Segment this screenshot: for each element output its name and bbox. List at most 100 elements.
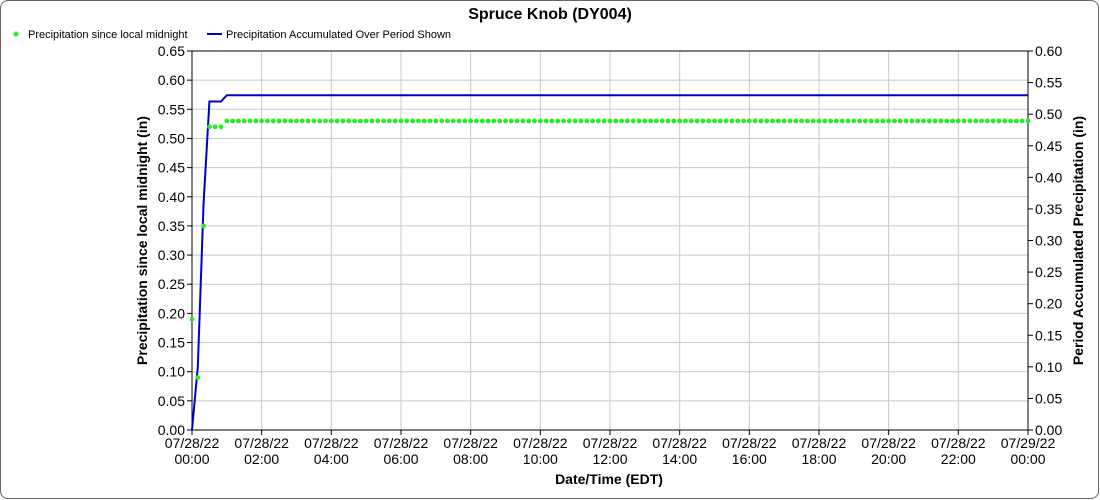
data-point-precip-since-midnight <box>369 118 375 124</box>
data-point-precip-since-midnight <box>323 118 328 124</box>
chart-title: Spruce Knob (DY004) <box>468 6 632 23</box>
data-point-precip-since-midnight <box>201 223 207 229</box>
y-left-tick-label: 0.05 <box>158 393 185 409</box>
data-point-precip-since-midnight <box>265 118 270 124</box>
legend: Precipitation since local midnight Preci… <box>13 29 451 41</box>
data-point-precip-since-midnight <box>921 118 926 124</box>
data-point-precip-since-midnight <box>799 118 804 124</box>
data-point-precip-since-midnight <box>752 118 758 124</box>
data-point-precip-since-midnight <box>630 118 636 124</box>
data-point-precip-since-midnight <box>497 118 503 124</box>
x-tick-label-date: 07/28/22 <box>443 435 498 451</box>
data-point-precip-since-midnight <box>839 118 845 124</box>
data-point-precip-since-midnight <box>880 118 886 124</box>
data-point-precip-since-midnight <box>479 118 485 124</box>
data-point-precip-since-midnight <box>770 118 775 124</box>
y-left-tick-label: 0.55 <box>158 101 185 117</box>
grid <box>192 51 1028 430</box>
x-tick-label-time: 16:00 <box>732 451 767 467</box>
data-point-precip-since-midnight <box>863 118 868 124</box>
data-point-precip-since-midnight <box>549 118 555 124</box>
y-left-tick-label: 0.60 <box>158 72 185 88</box>
data-point-precip-since-midnight <box>857 118 863 124</box>
y-left-tick-label: 0.20 <box>158 305 185 321</box>
y-left-tick-label: 0.30 <box>158 247 185 263</box>
data-point-precip-since-midnight <box>619 118 625 124</box>
data-point-precip-since-midnight <box>909 118 915 124</box>
data-point-precip-since-midnight <box>781 118 787 124</box>
x-tick-label-date: 07/28/22 <box>931 435 986 451</box>
data-point-precip-since-midnight <box>717 118 723 124</box>
data-point-precip-since-midnight <box>578 118 584 124</box>
y-left-tick-label: 0.25 <box>158 276 185 292</box>
data-point-precip-since-midnight <box>236 118 241 124</box>
series-period-accumulated <box>191 94 1028 431</box>
x-tick-label-time: 04:00 <box>314 451 349 467</box>
data-point-precip-since-midnight <box>810 118 816 124</box>
x-tick-label-date: 07/28/22 <box>234 435 289 451</box>
data-point-precip-since-midnight <box>654 118 659 124</box>
data-point-precip-since-midnight <box>439 118 445 124</box>
data-point-precip-since-midnight <box>926 118 932 124</box>
data-point-precip-since-midnight <box>746 118 752 124</box>
data-point-precip-since-midnight <box>961 118 967 124</box>
y-left-tick-label: 0.65 <box>158 43 185 59</box>
data-point-precip-since-midnight <box>468 118 474 124</box>
data-point-precip-since-midnight <box>892 118 897 124</box>
data-point-precip-since-midnight <box>270 118 276 124</box>
data-point-precip-since-midnight <box>433 118 439 124</box>
right-y-axis: 0.00 0.05 0.10 0.15 0.20 0.25 0.30 0.35 0.40 0.45… <box>1028 43 1062 438</box>
data-point-precip-since-midnight <box>950 118 955 124</box>
data-point-precip-since-midnight <box>613 118 619 124</box>
data-point-precip-since-midnight <box>793 118 799 124</box>
data-point-precip-since-midnight <box>665 118 671 124</box>
left-y-axis: 0.00 0.05 0.10 0.15 0.20 0.25 0.30 0.35 0.40 0.45… <box>158 43 192 438</box>
data-point-precip-since-midnight <box>915 118 921 124</box>
data-point-precip-since-midnight <box>503 118 508 124</box>
x-tick-label-date: 07/28/22 <box>513 435 568 451</box>
data-point-precip-since-midnight <box>868 118 874 124</box>
x-tick-label-date: 07/28/22 <box>304 435 359 451</box>
data-point-precip-since-midnight <box>375 118 381 124</box>
data-point-precip-since-midnight <box>253 118 259 124</box>
data-point-precip-since-midnight <box>897 118 903 124</box>
data-point-precip-since-midnight <box>642 118 648 124</box>
data-point-precip-since-midnight <box>886 118 892 124</box>
data-point-precip-since-midnight <box>787 118 793 124</box>
x-tick-label-date: 07/28/22 <box>374 435 429 451</box>
x-tick-label-date: 07/28/22 <box>165 435 220 451</box>
data-point-precip-since-midnight <box>723 118 729 124</box>
y-right-tick-label: 0.15 <box>1035 327 1062 343</box>
y-right-tick-label: 0.50 <box>1035 106 1062 122</box>
data-point-precip-since-midnight <box>340 118 346 124</box>
data-point-precip-since-midnight <box>955 118 961 124</box>
y-right-tick-label: 0.40 <box>1035 169 1062 185</box>
data-point-precip-since-midnight <box>700 118 706 124</box>
y-right-tick-label: 0.60 <box>1035 43 1062 59</box>
data-point-precip-since-midnight <box>357 118 363 124</box>
y-right-tick-label: 0.30 <box>1035 233 1062 249</box>
data-point-precip-since-midnight <box>462 118 468 124</box>
data-point-precip-since-midnight <box>659 118 665 124</box>
x-tick-label-time: 00:00 <box>1010 451 1045 467</box>
data-point-precip-since-midnight <box>247 118 253 124</box>
data-point-precip-since-midnight <box>566 118 572 124</box>
data-point-precip-since-midnight <box>990 118 996 124</box>
data-point-precip-since-midnight <box>648 118 654 124</box>
data-point-precip-since-midnight <box>625 118 630 124</box>
data-point-precip-since-midnight <box>601 118 607 124</box>
series-line-period-accumulated <box>191 94 1028 431</box>
data-point-precip-since-midnight <box>775 118 781 124</box>
data-point-precip-since-midnight <box>294 118 299 124</box>
data-point-precip-since-midnight <box>404 118 410 124</box>
y-right-tick-label: 0.05 <box>1035 390 1062 406</box>
x-tick-label-date: 07/28/22 <box>861 435 916 451</box>
data-point-precip-since-midnight <box>834 118 839 124</box>
legend-label-period-accumulated: Precipitation Accumulated Over Period Sh… <box>226 29 451 41</box>
data-point-precip-since-midnight <box>491 118 497 124</box>
data-point-precip-since-midnight <box>688 118 694 124</box>
x-tick-label-time: 14:00 <box>662 451 697 467</box>
data-point-precip-since-midnight <box>299 118 305 124</box>
x-axis-title: Date/Time (EDT) <box>555 471 663 487</box>
